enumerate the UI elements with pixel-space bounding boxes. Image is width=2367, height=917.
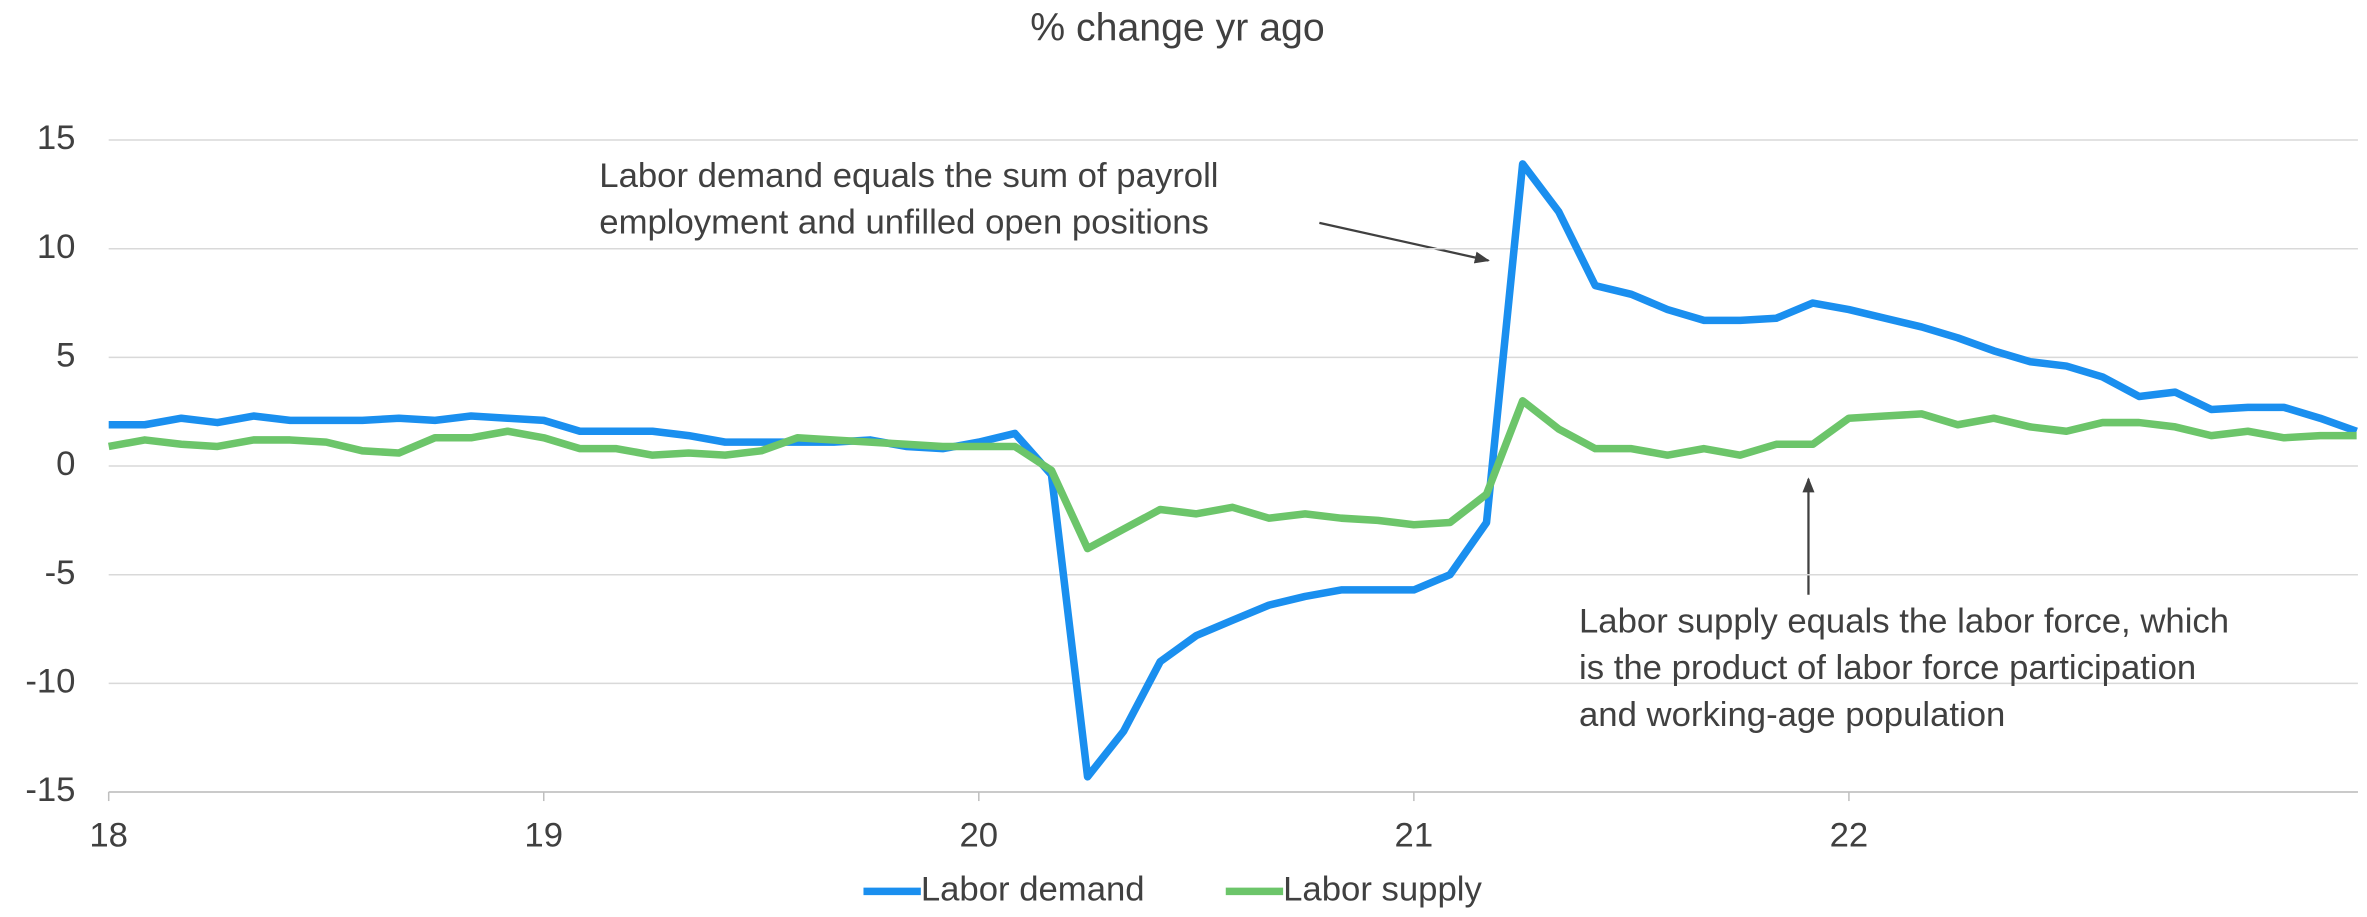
x-tick-label: 20	[960, 816, 999, 854]
y-tick-label: 10	[37, 228, 76, 266]
line-series	[108, 160, 2358, 781]
y-tick-label: 0	[56, 445, 75, 483]
annotation: Labor demand equals the sum of payroll	[599, 157, 1218, 195]
x-tick-label: 19	[524, 816, 563, 854]
annotation: and working-age population	[1579, 696, 2005, 734]
x-tick-label: 21	[1395, 816, 1434, 854]
chart-title: % change yr ago	[1030, 7, 1324, 50]
annotation: employment and unfilled open positions	[599, 204, 1209, 242]
x-tick-label: 22	[1830, 816, 1869, 854]
annotation: is the product of labor force participat…	[1579, 649, 2196, 687]
legend-label: Labor supply	[1283, 871, 1482, 909]
y-tick-label: -10	[25, 663, 75, 701]
x-tick-label: 18	[89, 816, 128, 854]
annotation-arrow	[1319, 221, 1490, 264]
y-tick-label: -5	[45, 554, 76, 592]
annotation: Labor supply equals the labor force, whi…	[1579, 603, 2229, 641]
y-tick-label: 5	[56, 337, 75, 375]
line-series	[108, 397, 2357, 553]
y-tick-label: -15	[25, 771, 75, 809]
y-tick-label: 15	[37, 119, 76, 157]
legend-label: Labor demand	[921, 871, 1145, 909]
